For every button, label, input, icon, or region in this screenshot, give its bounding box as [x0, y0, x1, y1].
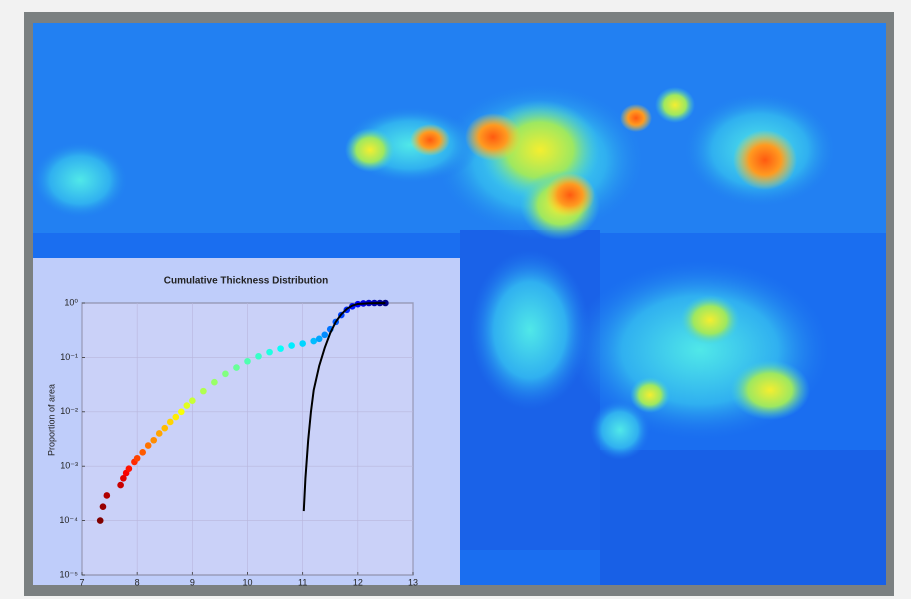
data-point [299, 340, 306, 347]
data-point [144, 442, 152, 449]
data-point [211, 378, 218, 386]
data-point [244, 357, 251, 365]
chart-panel [33, 258, 460, 585]
data-point [161, 424, 169, 432]
x-tick-label: 10 [242, 577, 252, 587]
data-point [120, 474, 127, 482]
data-point [233, 364, 240, 371]
data-point [321, 331, 329, 339]
data-point [139, 449, 146, 456]
data-point [103, 492, 111, 499]
x-tick-label: 8 [135, 577, 140, 587]
data-point [183, 402, 191, 409]
data-point [266, 348, 273, 356]
data-point [166, 418, 174, 426]
y-tick-label: 10⁻¹ [60, 352, 78, 362]
y-tick-label: 10⁻³ [60, 461, 78, 471]
y-tick-label: 10⁻⁵ [60, 569, 79, 579]
y-tick-label: 10⁻⁴ [59, 515, 78, 525]
data-point [99, 503, 107, 511]
data-point [310, 337, 318, 345]
y-axis-label: Proportion of area [46, 384, 56, 456]
data-point [155, 430, 163, 437]
x-tick-label: 12 [353, 577, 363, 587]
x-tick-label: 9 [190, 577, 195, 587]
chart-title: Cumulative Thickness Distribution [164, 276, 328, 287]
data-point [150, 436, 158, 444]
x-tick-label: 13 [408, 577, 418, 587]
data-point [382, 299, 389, 307]
x-tick-label: 7 [79, 577, 84, 587]
data-point [288, 342, 295, 349]
data-point [200, 387, 207, 395]
y-tick-label: 10⁻² [60, 406, 78, 416]
data-point [222, 370, 229, 378]
data-point [96, 517, 104, 524]
data-point [277, 345, 284, 352]
fit-line [302, 302, 386, 512]
data-point [125, 465, 133, 472]
data-point [315, 335, 323, 343]
data-point [117, 481, 124, 489]
data-point [133, 454, 141, 462]
data-point [189, 397, 196, 404]
y-tick-label: 10⁰ [64, 297, 78, 307]
data-point [172, 413, 180, 421]
data-point [255, 352, 262, 360]
x-tick-label: 11 [298, 577, 307, 587]
data-point [178, 408, 185, 416]
heatmap-image [30, 23, 886, 585]
